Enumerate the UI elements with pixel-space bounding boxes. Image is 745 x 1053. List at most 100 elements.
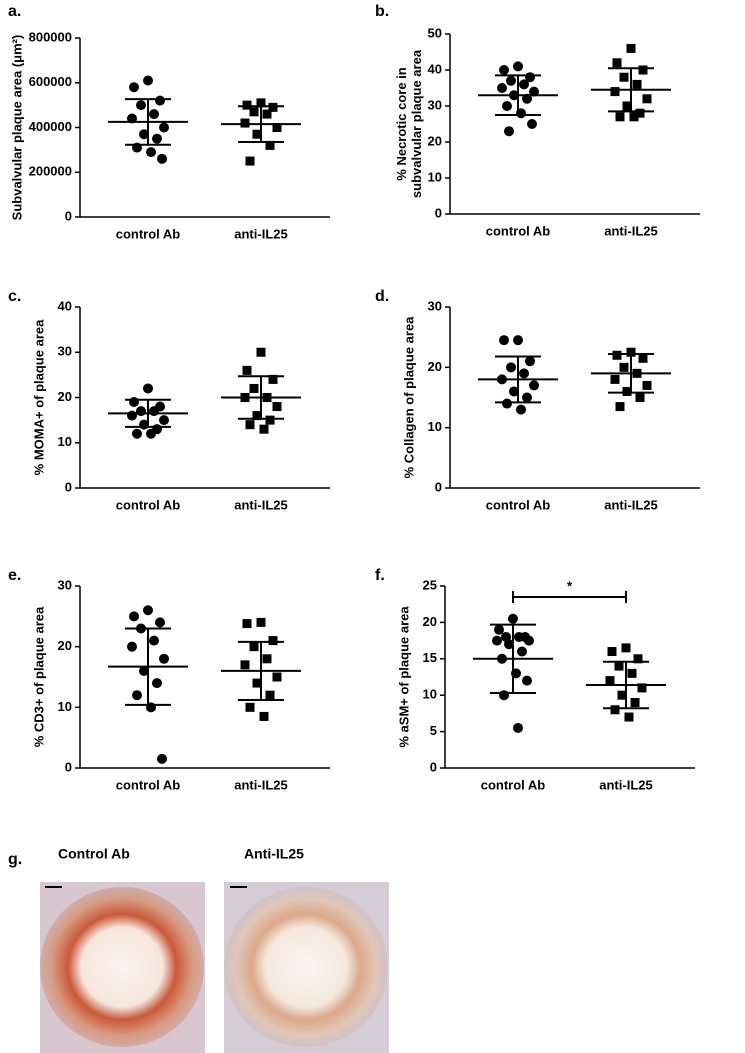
data-point bbox=[642, 380, 652, 390]
y-tick-label: 50 bbox=[428, 25, 442, 40]
data-point bbox=[249, 383, 259, 393]
panel: c. 0 10 20 30 40 % MOMA+ of plaque area control… bbox=[8, 288, 330, 512]
sd-error-bar bbox=[608, 353, 654, 394]
data-point bbox=[509, 386, 519, 397]
data-point bbox=[129, 397, 139, 408]
data-point bbox=[522, 93, 532, 104]
data-point bbox=[245, 156, 255, 166]
data-point bbox=[259, 711, 269, 721]
panel: a. 0 200000 400000 600000 800000 Subvalvular p… bbox=[8, 3, 330, 241]
data-point bbox=[612, 58, 622, 68]
data-point bbox=[152, 678, 162, 689]
data-point bbox=[152, 133, 162, 144]
y-tick-label: 10 bbox=[423, 687, 437, 702]
y-tick-label: 10 bbox=[58, 434, 72, 449]
image-label: Anti-IL25 bbox=[244, 846, 304, 862]
data-point bbox=[272, 123, 282, 132]
data-point bbox=[155, 617, 165, 628]
data-point bbox=[127, 410, 137, 421]
data-point bbox=[499, 65, 509, 75]
data-point bbox=[508, 613, 518, 624]
y-tick-label: 40 bbox=[428, 61, 442, 76]
data-point bbox=[614, 661, 624, 671]
data-point bbox=[525, 356, 535, 367]
data-point bbox=[249, 642, 259, 652]
data-point bbox=[626, 347, 636, 357]
data-point bbox=[619, 362, 629, 372]
data-point bbox=[242, 100, 252, 110]
sd-error-bar bbox=[603, 660, 649, 710]
data-point bbox=[256, 617, 266, 627]
panel-g bbox=[40, 882, 389, 1053]
data-point bbox=[638, 65, 648, 75]
sd-error-bar bbox=[608, 67, 654, 113]
data-point bbox=[149, 109, 159, 120]
data-point bbox=[635, 393, 645, 402]
y-tick-label: 30 bbox=[428, 298, 442, 313]
data-point bbox=[527, 119, 537, 129]
sd-error-bar bbox=[125, 627, 171, 706]
data-point bbox=[502, 398, 512, 409]
sd-error-bar bbox=[495, 355, 541, 404]
y-tick-label: 10 bbox=[428, 169, 442, 184]
y-tick-label: 20 bbox=[423, 614, 437, 629]
data-point bbox=[157, 153, 167, 164]
data-point bbox=[242, 365, 252, 375]
data-point bbox=[252, 411, 262, 421]
data-point bbox=[268, 636, 278, 646]
data-point bbox=[499, 335, 509, 346]
data-point bbox=[143, 75, 153, 86]
y-tick-label: 30 bbox=[58, 577, 72, 592]
y-tick-label: 0 bbox=[435, 205, 442, 220]
data-point bbox=[249, 107, 259, 117]
data-point bbox=[265, 140, 275, 150]
data-point bbox=[504, 639, 514, 650]
panel: b. 0 10 20 30 40 50 % Necrotic core in subvalvul… bbox=[375, 3, 700, 238]
data-point bbox=[642, 94, 652, 104]
data-point bbox=[635, 108, 645, 118]
sd-error-bar bbox=[238, 375, 284, 420]
x-tick-label: control Ab bbox=[486, 497, 551, 512]
y-tick-label: 15 bbox=[423, 650, 437, 665]
data-point bbox=[268, 102, 278, 112]
micrograph-tissue bbox=[40, 887, 204, 1047]
data-point bbox=[522, 392, 532, 403]
y-tick-label: 0 bbox=[435, 479, 442, 494]
y-tick-label: 30 bbox=[58, 344, 72, 359]
sd-error-bar bbox=[238, 105, 284, 144]
x-tick-label: anti-IL25 bbox=[604, 497, 657, 512]
data-point bbox=[621, 643, 631, 653]
x-tick-label: anti-IL25 bbox=[234, 777, 287, 792]
sd-error-bar bbox=[495, 74, 541, 116]
x-tick-label: control Ab bbox=[116, 777, 181, 792]
data-point bbox=[146, 147, 156, 158]
x-tick-label: control Ab bbox=[116, 226, 181, 241]
y-tick-label: 20 bbox=[58, 638, 72, 653]
sd-error-bar bbox=[490, 623, 536, 695]
data-point bbox=[252, 678, 262, 688]
data-point bbox=[129, 82, 139, 93]
y-tick-label: 20 bbox=[58, 389, 72, 404]
data-point bbox=[159, 653, 169, 664]
data-point bbox=[132, 428, 142, 439]
data-point bbox=[622, 101, 632, 111]
x-tick-label: anti-IL25 bbox=[599, 777, 652, 792]
x-tick-label: control Ab bbox=[116, 497, 181, 512]
y-axis-label: % aSM+ of plaque area bbox=[396, 606, 411, 748]
data-point bbox=[157, 753, 167, 764]
data-point bbox=[629, 112, 639, 122]
data-point bbox=[506, 75, 516, 86]
x-tick-label: anti-IL25 bbox=[234, 497, 287, 512]
data-point bbox=[607, 647, 617, 657]
sd-error-bar bbox=[125, 98, 171, 146]
y-tick-label: 5 bbox=[430, 723, 437, 738]
y-axis-label: % Necrotic core in bbox=[394, 67, 409, 180]
panel-label: d. bbox=[375, 288, 389, 305]
x-tick-label: control Ab bbox=[481, 777, 546, 792]
data-point bbox=[252, 129, 262, 139]
data-point bbox=[513, 61, 523, 72]
data-point bbox=[256, 347, 266, 357]
y-axis-label: % MOMA+ of plaque area bbox=[31, 319, 46, 475]
significance-label: * bbox=[567, 578, 573, 593]
